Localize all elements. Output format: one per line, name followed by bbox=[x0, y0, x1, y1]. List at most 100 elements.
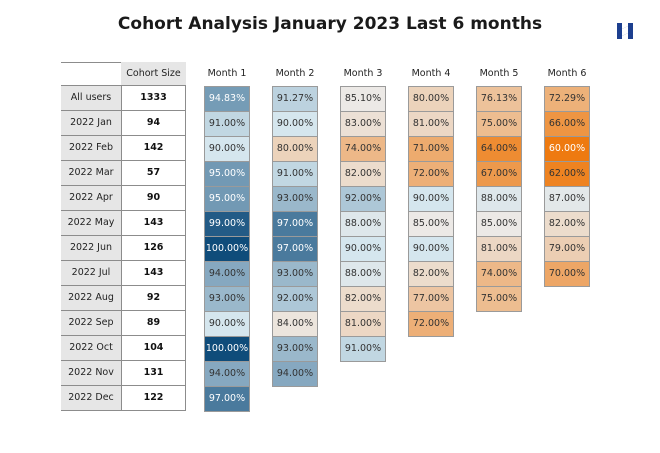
stylized-h-logo-icon bbox=[617, 23, 633, 39]
retention-cell: 82.00% bbox=[544, 211, 590, 237]
retention-cell: 72.29% bbox=[544, 86, 590, 112]
month-column-header: Month 6 bbox=[547, 68, 587, 79]
cohort-size-value: 143 bbox=[121, 211, 186, 236]
retention-cell: 67.00% bbox=[476, 161, 522, 187]
cohort-size-header: Cohort Size bbox=[121, 62, 186, 85]
retention-cell: 84.00% bbox=[272, 311, 318, 337]
month-column-header: Month 2 bbox=[275, 68, 315, 79]
retention-cell: 85.00% bbox=[476, 211, 522, 237]
retention-cell: 100.00% bbox=[204, 336, 250, 362]
cohort-size-value: 57 bbox=[121, 161, 186, 186]
retention-cell: 97.00% bbox=[204, 386, 250, 412]
cohort-size-value: 94 bbox=[121, 111, 186, 136]
cohort-size-value: 92 bbox=[121, 286, 186, 311]
retention-cell: 95.00% bbox=[204, 161, 250, 187]
retention-cell: 93.00% bbox=[272, 261, 318, 287]
retention-cell: 75.00% bbox=[476, 111, 522, 137]
retention-cell: 70.00% bbox=[544, 261, 590, 287]
cohort-row-label: 2022 Nov bbox=[61, 361, 121, 386]
cohort-row-label: All users bbox=[61, 86, 121, 111]
retention-cell: 88.00% bbox=[340, 261, 386, 287]
retention-cell: 82.00% bbox=[340, 286, 386, 312]
retention-cell: 72.00% bbox=[408, 161, 454, 187]
cohort-row-label: 2022 Aug bbox=[61, 286, 121, 311]
retention-cell: 92.00% bbox=[272, 286, 318, 312]
month-column-header: Month 4 bbox=[411, 68, 451, 79]
retention-cell: 91.27% bbox=[272, 86, 318, 112]
retention-cell: 76.13% bbox=[476, 86, 522, 112]
retention-cell: 88.00% bbox=[476, 186, 522, 212]
retention-cell: 90.00% bbox=[340, 236, 386, 262]
row-header-label bbox=[61, 62, 121, 85]
cohort-row-label: 2022 Jun bbox=[61, 236, 121, 261]
retention-cell: 94.00% bbox=[204, 361, 250, 387]
cohort-size-value: 1333 bbox=[121, 86, 186, 111]
cohort-row-label: 2022 Apr bbox=[61, 186, 121, 211]
month-column-header: Month 3 bbox=[343, 68, 383, 79]
retention-cell: 72.00% bbox=[408, 311, 454, 337]
retention-cell: 94.00% bbox=[204, 261, 250, 287]
retention-cell: 79.00% bbox=[544, 236, 590, 262]
retention-cell: 81.00% bbox=[476, 236, 522, 262]
cohort-size-value: 89 bbox=[121, 311, 186, 336]
cohort-row-label: 2022 May bbox=[61, 211, 121, 236]
retention-cell: 82.00% bbox=[408, 261, 454, 287]
retention-cell: 93.00% bbox=[272, 186, 318, 212]
cohort-row-label: 2022 Sep bbox=[61, 311, 121, 336]
retention-cell: 90.00% bbox=[408, 186, 454, 212]
retention-cell: 83.00% bbox=[340, 111, 386, 137]
retention-cell: 74.00% bbox=[340, 136, 386, 162]
chart-title: Cohort Analysis January 2023 Last 6 mont… bbox=[117, 14, 543, 34]
retention-cell: 90.00% bbox=[272, 111, 318, 137]
retention-cell: 62.00% bbox=[544, 161, 590, 187]
retention-cell: 90.00% bbox=[408, 236, 454, 262]
retention-cell: 100.00% bbox=[204, 236, 250, 262]
cohort-size-value: 122 bbox=[121, 386, 186, 411]
retention-cell: 88.00% bbox=[340, 211, 386, 237]
cohort-row-label: 2022 Dec bbox=[61, 386, 121, 411]
retention-cell: 93.00% bbox=[272, 336, 318, 362]
retention-cell: 97.00% bbox=[272, 211, 318, 237]
retention-cell: 97.00% bbox=[272, 236, 318, 262]
cohort-size-value: 142 bbox=[121, 136, 186, 161]
retention-cell: 81.00% bbox=[340, 311, 386, 337]
cohort-size-value: 104 bbox=[121, 336, 186, 361]
cohort-row-label: 2022 Jan bbox=[61, 111, 121, 136]
retention-cell: 91.00% bbox=[340, 336, 386, 362]
retention-cell: 77.00% bbox=[408, 286, 454, 312]
cohort-size-value: 90 bbox=[121, 186, 186, 211]
cohort-row-label: 2022 Mar bbox=[61, 161, 121, 186]
cohort-size-value: 143 bbox=[121, 261, 186, 286]
retention-cell: 82.00% bbox=[340, 161, 386, 187]
retention-cell: 94.00% bbox=[272, 361, 318, 387]
retention-cell: 91.00% bbox=[272, 161, 318, 187]
cohort-size-value: 131 bbox=[121, 361, 186, 386]
retention-cell: 81.00% bbox=[408, 111, 454, 137]
retention-cell: 66.00% bbox=[544, 111, 590, 137]
cohort-row-label: 2022 Oct bbox=[61, 336, 121, 361]
retention-cell: 87.00% bbox=[544, 186, 590, 212]
retention-cell: 74.00% bbox=[476, 261, 522, 287]
retention-cell: 85.00% bbox=[408, 211, 454, 237]
cohort-row-label: 2022 Jul bbox=[61, 261, 121, 286]
retention-cell: 90.00% bbox=[204, 136, 250, 162]
retention-cell: 93.00% bbox=[204, 286, 250, 312]
retention-cell: 95.00% bbox=[204, 186, 250, 212]
month-column-header: Month 1 bbox=[207, 68, 247, 79]
retention-cell: 99.00% bbox=[204, 211, 250, 237]
retention-cell: 64.00% bbox=[476, 136, 522, 162]
retention-cell: 71.00% bbox=[408, 136, 454, 162]
month-column-header: Month 5 bbox=[479, 68, 519, 79]
retention-cell: 75.00% bbox=[476, 286, 522, 312]
cohort-row-label: 2022 Feb bbox=[61, 136, 121, 161]
retention-cell: 92.00% bbox=[340, 186, 386, 212]
retention-cell: 91.00% bbox=[204, 111, 250, 137]
header-bottom-rule bbox=[61, 85, 186, 86]
cohort-size-value: 126 bbox=[121, 236, 186, 261]
retention-cell: 60.00% bbox=[544, 136, 590, 162]
retention-cell: 90.00% bbox=[204, 311, 250, 337]
retention-cell: 85.10% bbox=[340, 86, 386, 112]
retention-cell: 80.00% bbox=[408, 86, 454, 112]
retention-cell: 80.00% bbox=[272, 136, 318, 162]
retention-cell: 94.83% bbox=[204, 86, 250, 112]
